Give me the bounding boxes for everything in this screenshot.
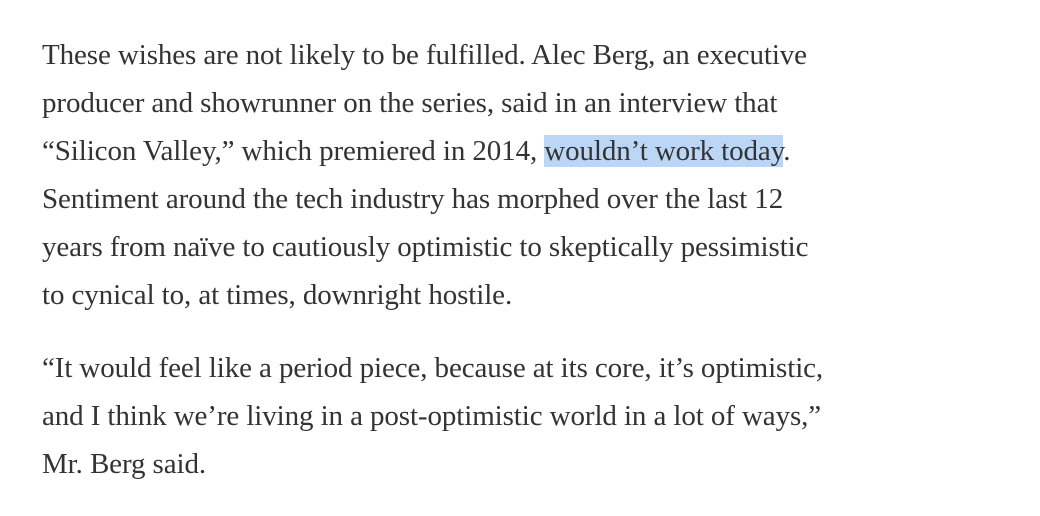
text-line: “Silicon Valley,” which premiered in 201… bbox=[42, 127, 1040, 175]
highlighted-text: wouldn’t work today bbox=[544, 135, 784, 167]
text-line: producer and showrunner on the series, s… bbox=[42, 87, 778, 119]
text: . bbox=[783, 135, 791, 167]
paragraph: “It would feel like a period piece, beca… bbox=[42, 344, 1040, 488]
text-line: years from naïve to cautiously optimisti… bbox=[42, 231, 809, 263]
paragraph: These wishes are not likely to be fulfil… bbox=[42, 31, 1040, 319]
text-line: to cynical to, at times, downright hosti… bbox=[42, 279, 513, 311]
text-line: “It would feel like a period piece, beca… bbox=[42, 352, 824, 384]
text-line: Sentiment around the tech industry has m… bbox=[42, 183, 784, 215]
text: “Silicon Valley,” which premiered in 201… bbox=[42, 135, 545, 167]
text-line: These wishes are not likely to be fulfil… bbox=[42, 39, 807, 71]
text-line: and I think we’re living in a post-optim… bbox=[42, 400, 822, 432]
text-line: Mr. Berg said. bbox=[42, 448, 207, 480]
